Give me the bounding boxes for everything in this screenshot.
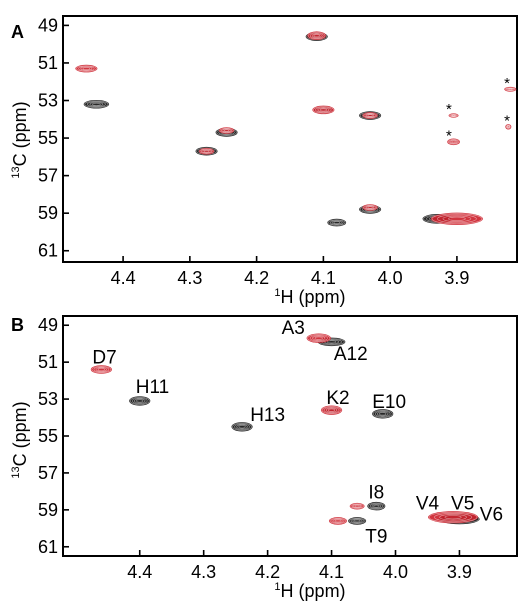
panel-b-peak-label: K2 <box>326 388 349 409</box>
panel-a-x-tick-label: 4.2 <box>244 268 269 288</box>
panel-a-red-peak <box>430 212 483 225</box>
panel-b-y-tick-label: 59 <box>38 500 58 520</box>
panel-b-letter: B <box>11 315 24 335</box>
panel-a-y-label-sup: 13 <box>10 166 22 178</box>
panel-b-y-tick-label: 55 <box>38 426 58 446</box>
panel-b-y-label-sup: 13 <box>10 466 22 478</box>
panel-b-peak-label: V6 <box>480 505 503 526</box>
panel-b-peak-label: D7 <box>92 348 116 369</box>
panel-b-peak-label: I8 <box>368 482 384 503</box>
panel-a-y-label-text: C (ppm) <box>10 101 30 166</box>
panel-b-peak-label: H13 <box>250 405 285 426</box>
panel-a-y-tick-label: 49 <box>38 15 58 35</box>
panel-a-red-peak <box>218 127 235 134</box>
panel-b-peak-label: A12 <box>334 344 368 365</box>
panel-b-black-peak <box>231 422 253 432</box>
panel-a-y-tick-label: 53 <box>38 91 58 111</box>
panel-b-black-peak <box>348 517 367 525</box>
panel-a-y-tick-label: 51 <box>38 53 58 73</box>
panel-a-y-tick-label: 55 <box>38 128 58 148</box>
panel-a-asterisk: * <box>446 101 452 118</box>
panel-a-y-tick-label: 57 <box>38 166 58 186</box>
panel-a-red-peak <box>447 138 460 146</box>
panel-b-peak-label: E10 <box>372 392 406 413</box>
panel-b-x-label-text: H (ppm) <box>281 581 346 601</box>
panel-b-y-axis-label: 13C (ppm) <box>10 401 30 478</box>
panel-a-red-peak <box>362 204 378 211</box>
panel-b-x-tick-label: 4.3 <box>191 562 216 582</box>
panel-b-y-tick-label: 53 <box>38 389 58 409</box>
panel-a-red-peak <box>75 64 98 73</box>
panel-b-black-peak <box>367 501 386 511</box>
panel-b-peaks <box>90 333 480 525</box>
panel-a-red-peak <box>307 31 327 41</box>
panel-b: B 4.4 4.3 4.2 4.1 4.0 3.9 49 51 53 55 57 59 61 D7 H11… <box>10 315 518 601</box>
panel-a-x-tick-label: 4.0 <box>378 268 403 288</box>
panel-b-x-tick-label: 4.1 <box>319 562 344 582</box>
panel-a-black-peak <box>327 218 347 227</box>
panel-a-x-tick-label: 4.1 <box>311 268 336 288</box>
panel-a-asterisk: * <box>446 127 452 144</box>
panel-b-y-tick-label: 61 <box>38 537 58 557</box>
panel-b-black-peak <box>129 396 151 406</box>
panel-a-x-label-sup: 1 <box>274 287 280 299</box>
panel-a-frame <box>62 15 518 263</box>
panel-b-red-peak <box>90 365 112 374</box>
panel-a-y-tick-label: 59 <box>38 203 58 223</box>
panel-a-asterisk: * <box>504 75 510 92</box>
panel-b-red-peak <box>428 511 479 524</box>
panel-b-red-peak <box>320 405 343 415</box>
panel-a-red-peak <box>448 113 459 118</box>
panel-a-asterisk: * <box>504 112 510 129</box>
panel-b-peak-label: T9 <box>365 527 387 548</box>
panel-a-x-tick-label: 4.4 <box>111 268 136 288</box>
panel-a-y-tick-label: 61 <box>38 241 58 261</box>
panel-a-red-peak <box>362 112 378 119</box>
panel-b-red-peak <box>306 333 331 343</box>
panel-a-black-peak <box>83 99 110 109</box>
panel-a-y-axis-label: 13C (ppm) <box>10 101 30 178</box>
panel-b-x-label-sup: 1 <box>274 581 280 593</box>
panel-b-x-tick-label: 4.2 <box>255 562 280 582</box>
panel-b-x-tick-label: 4.4 <box>127 562 152 582</box>
panel-b-red-peak <box>349 502 365 510</box>
panel-a-x-tick-label: 3.9 <box>444 268 469 288</box>
panel-a-red-peak <box>312 105 335 115</box>
panel-a-red-peak <box>504 86 517 92</box>
panel-b-y-tick-label: 49 <box>38 315 58 335</box>
panel-a-ticks: 4.4 4.3 4.2 4.1 4.0 3.9 49 51 53 55 57 59 61 <box>38 15 469 288</box>
panel-a-letter: A <box>11 22 24 42</box>
panel-b-x-tick-label: 3.9 <box>447 562 472 582</box>
panel-a-x-axis-label: 1H (ppm) <box>274 287 345 307</box>
panel-a-x-tick-label: 4.3 <box>177 268 202 288</box>
panel-a-red-peak <box>198 147 215 155</box>
panel-b-peak-label: V4 <box>416 493 440 514</box>
panel-b-y-label-text: C (ppm) <box>10 401 30 466</box>
panel-b-peak-labels: D7 H11 A3 A12 H13 K2 E10 I8 T9 V4 V5 V6 <box>92 318 503 548</box>
panel-a-x-label-text: H (ppm) <box>281 287 346 307</box>
panel-b-x-tick-label: 4.0 <box>383 562 408 582</box>
panel-b-peak-label: V5 <box>451 493 474 514</box>
panel-a-peaks <box>75 31 517 227</box>
panel-a-annotations: * * * * <box>446 75 510 145</box>
panel-b-red-peak <box>328 517 347 525</box>
panel-b-ticks: 4.4 4.3 4.2 4.1 4.0 3.9 49 51 53 55 57 59 61 <box>38 315 472 582</box>
panel-b-peak-label: H11 <box>136 377 169 398</box>
panel-a: A 4.4 4.3 4.2 4.1 4.0 3.9 49 51 53 55 57 59 61 * * ** … <box>10 15 518 307</box>
panel-b-black-peak <box>372 409 394 419</box>
panel-b-x-axis-label: 1H (ppm) <box>274 581 345 601</box>
panel-a-red-peak <box>505 124 512 130</box>
panel-b-peak-label: A3 <box>282 318 305 339</box>
panel-b-y-tick-label: 57 <box>38 463 58 483</box>
panel-b-y-tick-label: 51 <box>38 352 58 372</box>
